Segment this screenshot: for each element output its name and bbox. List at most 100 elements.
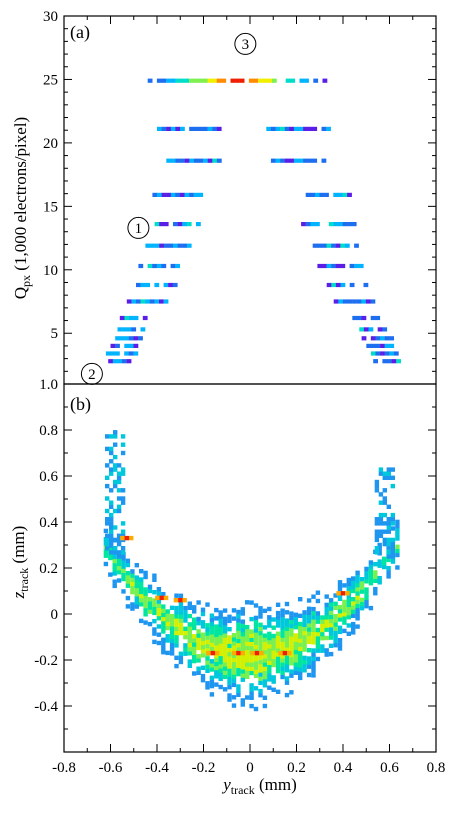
panel-b-cell xyxy=(156,603,162,608)
panel-a-cell xyxy=(354,263,359,269)
panel-b-cell xyxy=(337,613,343,618)
panel-b-cell xyxy=(240,607,245,612)
panel-b-cell xyxy=(337,638,343,643)
panel-b-cell xyxy=(267,677,272,682)
panel-b-cell xyxy=(337,625,343,630)
panel-b-cell xyxy=(109,517,114,522)
panel-b-cell xyxy=(231,666,237,671)
panel-b-cell xyxy=(245,670,250,675)
panel-b-cell xyxy=(298,655,303,660)
panel-b-ytick-label: 0.4 xyxy=(39,515,58,531)
panel-b-cell xyxy=(315,631,321,637)
panel-b-cell xyxy=(328,635,334,640)
panel-b-cell xyxy=(134,587,139,593)
panel-b-cell xyxy=(333,630,338,635)
panel-b-cell xyxy=(120,550,126,555)
panel-b-cell xyxy=(280,674,285,680)
panel-a-cell xyxy=(168,282,173,288)
panel-a-cell xyxy=(396,359,401,364)
panel-a-cell xyxy=(126,299,132,304)
panel-b-cell xyxy=(253,636,259,641)
panel-b-cell xyxy=(267,648,272,653)
panel-b-cell xyxy=(280,658,285,663)
panel-a-cell xyxy=(189,126,194,131)
panel-b-cell xyxy=(240,660,245,666)
panel-b-cell xyxy=(249,629,254,634)
panel-b-cell xyxy=(302,647,307,652)
panel-b-cell xyxy=(337,604,343,610)
panel-b-cell xyxy=(174,622,179,627)
panel-b-cell xyxy=(227,614,232,619)
panel-b-cell xyxy=(169,622,175,627)
panel-b-cell xyxy=(218,635,223,640)
panel-b-cell xyxy=(267,615,272,620)
panel-b-cell xyxy=(227,660,232,665)
panel-b-cell xyxy=(390,512,395,518)
panel-b-cell xyxy=(324,635,329,641)
panel-b-cell xyxy=(214,653,219,658)
panel-a-cell xyxy=(196,222,201,227)
panel-b-cell xyxy=(386,566,391,571)
panel-b-cell xyxy=(109,446,114,452)
panel-b-cell xyxy=(280,612,285,618)
panel-b-cell xyxy=(120,442,126,447)
panel-a-cell xyxy=(342,299,348,304)
panel-b-cell xyxy=(355,570,360,575)
panel-b-cell xyxy=(245,629,250,634)
panel-b-cell xyxy=(196,621,201,626)
panel-b-cell xyxy=(315,640,321,645)
panel-b-cell xyxy=(359,597,365,603)
panel-b-cell xyxy=(262,633,268,638)
panel-b-cell xyxy=(113,467,118,472)
panel-b-cell xyxy=(280,645,285,651)
panel-a-cell xyxy=(380,343,385,348)
panel-b-cell xyxy=(378,467,384,472)
panel-b-cell xyxy=(116,541,122,547)
panel-b-cell xyxy=(311,660,316,666)
panel-b-cell xyxy=(161,650,166,655)
panel-b-cell xyxy=(324,606,329,612)
panel-b-cell xyxy=(183,630,188,636)
panel-b-cell xyxy=(116,570,122,575)
panel-b-cell xyxy=(298,675,303,681)
panel-b-cell xyxy=(284,692,290,698)
panel-b-cell xyxy=(355,583,360,588)
panel-b-cell xyxy=(386,504,391,509)
panel-b-cell xyxy=(377,559,382,564)
panel-b-cell xyxy=(320,627,325,633)
panel-b-cell xyxy=(218,664,223,669)
panel-b-cell xyxy=(293,666,298,671)
panel-b-cell xyxy=(284,630,290,636)
panel-b-cell xyxy=(143,591,148,596)
panel-b-ytick-label: -0.4 xyxy=(34,699,58,715)
panel-b-cell xyxy=(333,638,338,644)
panel-b-cell xyxy=(139,569,144,574)
panel-b-cell xyxy=(364,579,369,584)
panel-a-cell xyxy=(161,126,167,131)
panel-b-cell xyxy=(306,619,312,624)
panel-b-cell xyxy=(386,537,391,543)
panel-b-cell xyxy=(218,660,223,665)
panel-a-ytick-label: 30 xyxy=(43,9,58,25)
panel-b-cell xyxy=(374,488,380,493)
panel-b-cell xyxy=(342,608,347,613)
panel-b-cell xyxy=(103,549,109,554)
panel-b-cell xyxy=(222,633,228,638)
panel-a-cell xyxy=(319,192,325,197)
panel-a-cell xyxy=(370,299,376,304)
panel-b-cell xyxy=(390,467,395,472)
panel-b-cell xyxy=(143,595,148,600)
panel-b-cell xyxy=(236,626,241,631)
panel-b-cell xyxy=(395,565,400,570)
panel-b-cell xyxy=(306,660,312,665)
panel-b-xtick-label: 0.2 xyxy=(287,760,306,776)
panel-a-cell xyxy=(335,243,341,248)
panel-b-cell xyxy=(328,610,334,615)
panel-b-cell xyxy=(205,643,210,649)
panel-b-cell xyxy=(262,645,268,651)
panel-b-cell xyxy=(374,537,380,543)
panel-b-hot-cell xyxy=(287,650,292,656)
panel-b-cell xyxy=(156,607,162,613)
panel-b-cell xyxy=(218,684,223,690)
panel-b-cell xyxy=(302,635,307,640)
